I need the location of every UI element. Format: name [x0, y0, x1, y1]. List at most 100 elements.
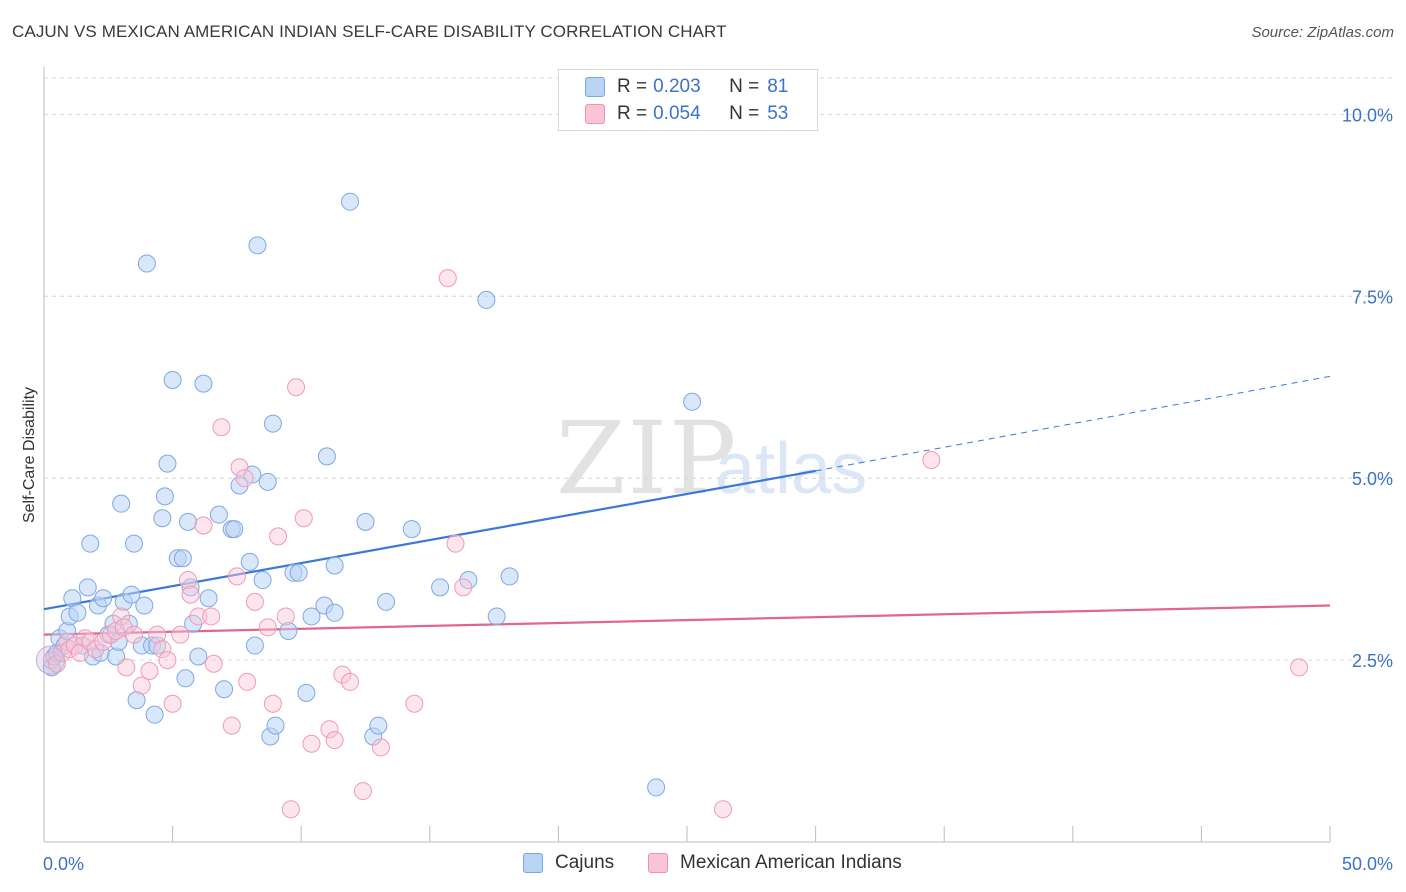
cajuns-point	[112, 494, 131, 513]
mexican-american-indians-point	[294, 509, 313, 528]
cajuns-point	[109, 632, 128, 651]
mexican-american-indians-point	[202, 607, 221, 626]
cajuns-point	[279, 621, 298, 640]
cajuns-point	[302, 607, 321, 626]
cajuns-point	[163, 370, 182, 389]
cajuns-point	[325, 603, 344, 622]
cajuns-point	[431, 578, 450, 597]
r-label: R =	[617, 76, 648, 97]
cajuns-point	[189, 647, 208, 666]
cajuns-point	[158, 454, 177, 473]
mexican-american-indians-point	[276, 607, 295, 626]
legend-item-mexican-american-indians[interactable]: Mexican American Indians	[648, 852, 902, 874]
series-legend: Cajuns Mexican American Indians	[0, 852, 1406, 878]
mexican-american-indians-point	[42, 651, 61, 670]
y-axis-label: Self-Care Disability	[21, 386, 38, 524]
n-value: 53	[767, 103, 789, 124]
mexican-american-indians-point	[204, 654, 223, 673]
cajuns-point	[317, 447, 336, 466]
cajuns-point	[356, 512, 375, 531]
n-value: 81	[767, 76, 789, 97]
r-value: 0.054	[653, 103, 701, 124]
cajuns-point	[647, 778, 666, 797]
mexican-american-indians-point	[353, 782, 372, 801]
cajuns-point	[377, 592, 396, 611]
cajuns-point	[127, 691, 146, 710]
mexican-american-indians-point	[222, 716, 241, 735]
mexican-american-indians-point	[714, 800, 733, 819]
cajuns-point	[135, 596, 154, 615]
cajuns-point	[209, 505, 228, 524]
cajuns-point	[266, 716, 285, 735]
r-value: 0.203	[653, 76, 701, 97]
cajuns-point	[78, 578, 97, 597]
legend-label: Mexican American Indians	[680, 852, 902, 873]
cajuns-point	[289, 563, 308, 582]
mexican-american-indians-point	[320, 720, 339, 739]
cajuns-point	[240, 552, 259, 571]
mexican-american-indians-point	[212, 418, 231, 437]
n-label: N =	[729, 76, 760, 97]
cajuns-point	[500, 567, 519, 586]
mexican-american-indians-point	[1290, 658, 1309, 677]
mexican-american-indians-point	[227, 567, 246, 586]
watermark-zip: ZIP	[556, 400, 739, 517]
mexican-american-indians-point	[194, 516, 213, 535]
legend-item-cajuns[interactable]: Cajuns	[523, 852, 614, 874]
cajuns-point	[297, 683, 316, 702]
stats-legend: R = 0.203 N = 81 R = 0.054 N = 53	[558, 69, 818, 131]
cajuns-point	[81, 534, 100, 553]
cajuns-point	[125, 534, 144, 553]
swatch-blue-icon	[523, 853, 543, 873]
cajuns-point	[263, 414, 282, 433]
mexican-american-indians-point	[454, 578, 473, 597]
y-tick-label: 7.5%	[1352, 287, 1393, 307]
mexican-american-indians-point	[371, 738, 390, 757]
mexican-american-indians-point	[171, 625, 190, 644]
mexican-american-indians-point	[341, 672, 360, 691]
cajuns-point	[173, 549, 192, 568]
y-tick-label: 5.0%	[1352, 469, 1393, 489]
mexican-american-indians-point	[438, 269, 457, 288]
mexican-american-indians-point	[60, 640, 79, 659]
cajuns-point	[148, 636, 167, 655]
cajuns-point	[68, 603, 87, 622]
mexican-american-indians-point	[405, 694, 424, 713]
mexican-american-indians-point	[446, 534, 465, 553]
mexican-american-indians-point	[117, 658, 136, 677]
mexican-american-indians-point	[333, 665, 352, 684]
n-label: N =	[729, 103, 760, 124]
cajuns-point	[402, 520, 421, 539]
cajuns-point	[683, 392, 702, 411]
mexican-american-indians-point	[163, 694, 182, 713]
x-tick-label-start: 0.0%	[43, 854, 84, 874]
swatch-pink-icon	[648, 853, 668, 873]
mexican-american-indians-point	[140, 662, 159, 681]
mexican-american-indians-point	[281, 800, 300, 819]
cajuns-point	[245, 636, 264, 655]
axes	[43, 67, 1331, 843]
cajuns-point	[153, 509, 172, 528]
mexican-american-indians-point	[230, 458, 249, 477]
cajuns-point	[122, 585, 141, 604]
mexican-american-indians-point	[153, 640, 172, 659]
mexican-american-indians-point	[179, 571, 198, 590]
y-tick-label: 2.5%	[1352, 651, 1393, 671]
cajuns-point	[179, 512, 198, 531]
mexican-american-indians-point	[132, 676, 151, 695]
swatch-pink-icon	[585, 104, 605, 124]
cluster-point	[35, 645, 65, 675]
mexican-american-indians-point	[181, 585, 200, 604]
cajuns-point	[176, 669, 195, 688]
chart-title: CAJUN VS MEXICAN AMERICAN INDIAN SELF-CA…	[12, 22, 727, 41]
cajuns-trend-extension	[815, 375, 1331, 472]
tick-labels: 2.5% 5.0% 7.5% 10.0% 0.0% 50.0%	[43, 105, 1393, 874]
cajuns-point	[145, 705, 164, 724]
cajuns-trend-line	[43, 469, 816, 611]
mexican-american-indians-point	[302, 734, 321, 753]
cajuns-point	[94, 589, 113, 608]
mexican-american-indians-point	[112, 607, 131, 626]
watermark-atlas: atlas	[715, 429, 868, 509]
mexican-american-indians-point	[922, 451, 941, 469]
